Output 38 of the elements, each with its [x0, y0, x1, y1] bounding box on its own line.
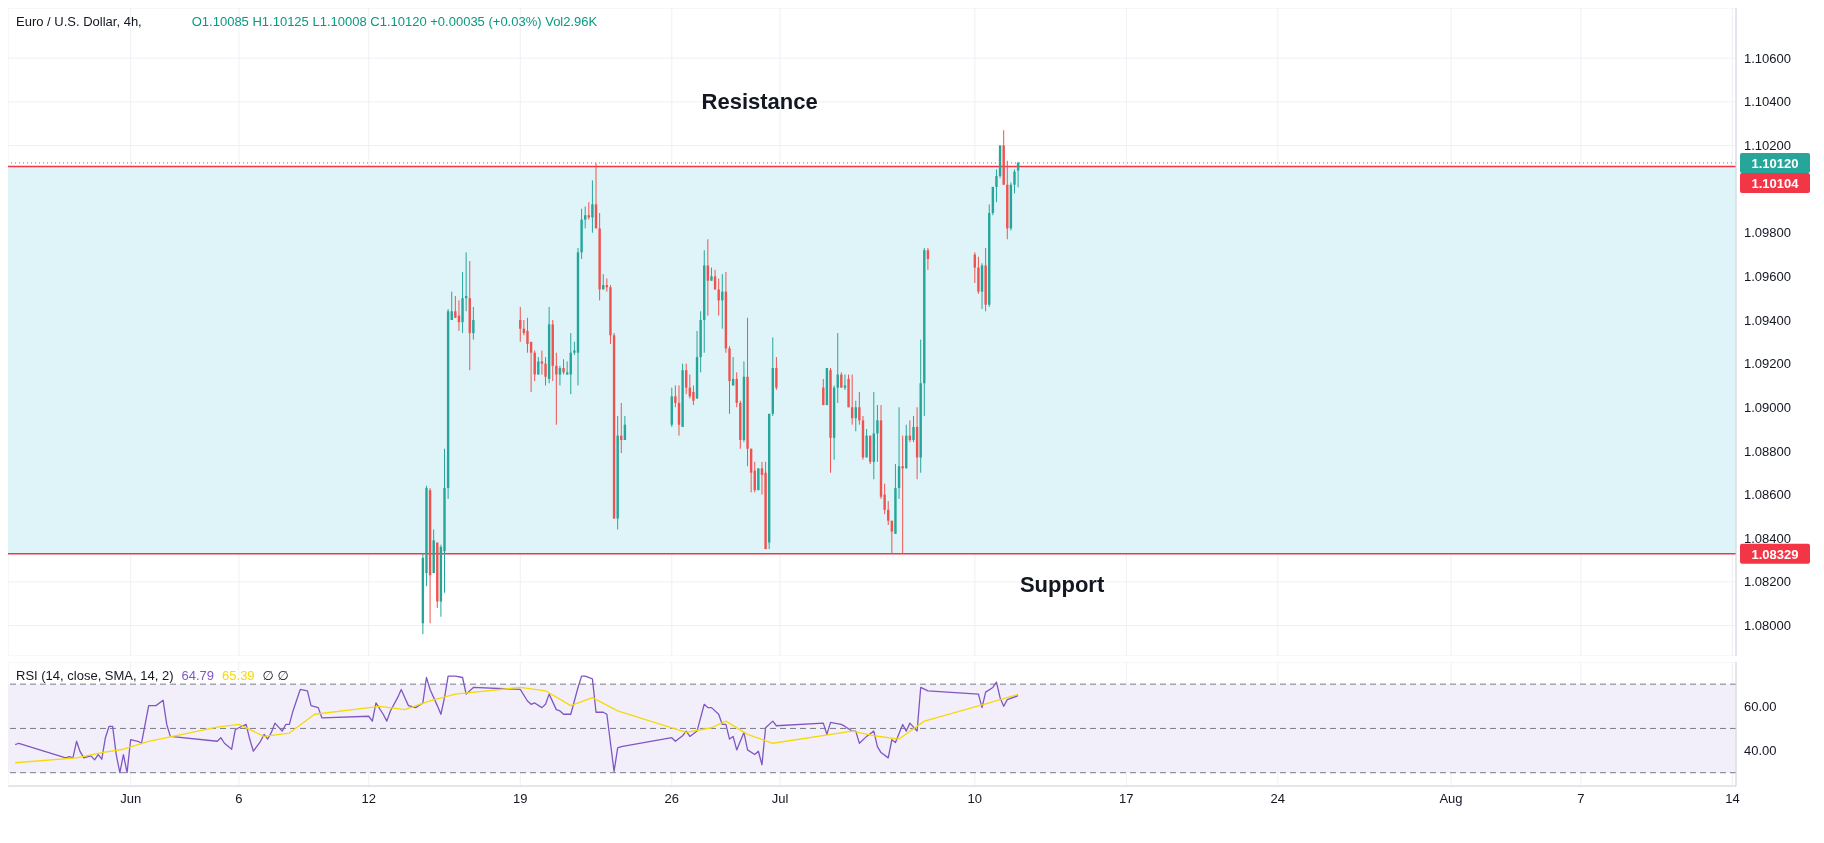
- x-tick-label: 14: [1725, 791, 1740, 807]
- x-tick-label: 17: [1119, 791, 1134, 807]
- y-tick-label: 1.09800: [1744, 225, 1791, 241]
- x-tick-label: Jun: [120, 791, 142, 807]
- text: RSI (14, close, SMA, 14, 2): [16, 668, 174, 683]
- y-tick-label: 1.08800: [1744, 443, 1791, 459]
- y-tick-label: 1.10400: [1744, 94, 1791, 110]
- x-tick-label: 12: [361, 791, 376, 807]
- x-tick-label: 10: [967, 791, 983, 807]
- y-tick-label: 1.08200: [1744, 574, 1791, 590]
- y-tick-label: 1.09200: [1744, 356, 1791, 372]
- y-tick-label: 60.00: [1744, 698, 1777, 714]
- y-tick-label: 1.09600: [1744, 268, 1791, 284]
- annotation: Resistance: [701, 88, 818, 115]
- annotation: 65.39: [222, 668, 255, 683]
- text: O1.10085 H1.10125 L1.10008 C1.10120 +0.00035 (+0.03%) Vol2.96K: [191, 14, 598, 29]
- y-tick-label: 1.10600: [1744, 50, 1791, 66]
- ref-line-label: 1.08329: [1751, 546, 1799, 562]
- x-tick-label: Jul: [771, 791, 789, 807]
- annotation: ∅ ∅: [262, 668, 289, 683]
- x-tick-label: 6: [235, 791, 243, 807]
- annotation: 64.79: [181, 668, 215, 683]
- y-tick-label: 1.08000: [1744, 618, 1791, 634]
- ref-line-label: 1.10120: [1751, 155, 1799, 171]
- y-tick-label: 1.09400: [1744, 312, 1791, 328]
- text: Euro / U.S. Dollar, 4h,: [16, 14, 142, 29]
- ref-line-label: 1.10104: [1751, 175, 1800, 191]
- x-tick-label: Aug: [1439, 791, 1463, 807]
- x-tick-label: 24: [1270, 791, 1286, 807]
- x-tick-label: 19: [513, 791, 528, 807]
- x-tick-label: 26: [664, 791, 680, 807]
- y-tick-label: 1.08400: [1744, 530, 1791, 546]
- y-tick-label: 1.09000: [1744, 399, 1791, 415]
- x-tick-label: 7: [1577, 791, 1585, 807]
- y-tick-label: 1.08600: [1744, 487, 1791, 503]
- y-tick-label: 40.00: [1744, 743, 1777, 759]
- annotation: Support: [1019, 571, 1105, 598]
- y-tick-label: 1.10200: [1744, 138, 1791, 154]
